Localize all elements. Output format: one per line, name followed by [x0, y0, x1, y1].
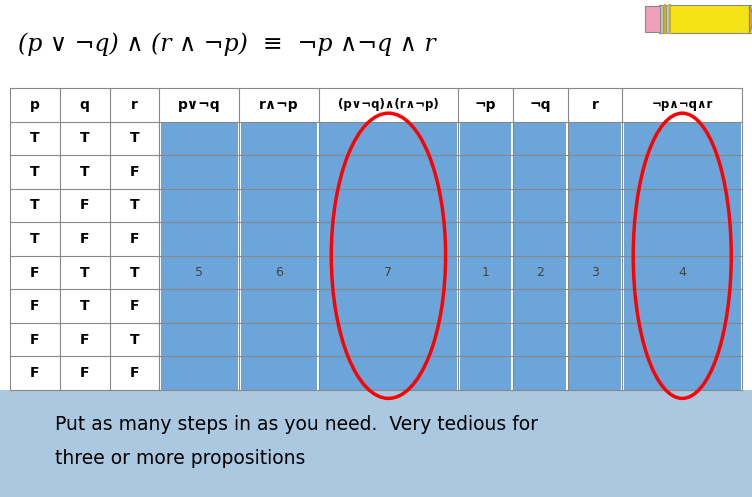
Bar	[459, 122, 511, 390]
Text: p: p	[30, 98, 40, 112]
Text: T: T	[30, 232, 40, 246]
Text: F: F	[130, 232, 139, 246]
Text: T: T	[30, 131, 40, 145]
Text: 4: 4	[678, 266, 686, 279]
Text: (p∨¬q)∧(r∧¬p): (p∨¬q)∧(r∧¬p)	[338, 98, 439, 111]
Text: F: F	[130, 299, 139, 313]
Bar	[660, 5, 670, 33]
Text: 2: 2	[536, 266, 544, 279]
Text: 6: 6	[275, 266, 283, 279]
Text: F: F	[30, 366, 40, 380]
Text: F: F	[80, 332, 89, 347]
Text: F: F	[130, 366, 139, 380]
Bar	[320, 122, 456, 390]
Text: T: T	[30, 198, 40, 212]
Text: Put as many steps in as you need.  Very tedious for: Put as many steps in as you need. Very t…	[55, 415, 538, 434]
Bar	[569, 122, 621, 390]
Text: F: F	[80, 198, 89, 212]
Text: T: T	[129, 332, 139, 347]
Text: T: T	[129, 198, 139, 212]
Bar	[161, 122, 238, 390]
Text: T: T	[129, 131, 139, 145]
Bar	[645, 6, 660, 32]
Text: F: F	[80, 232, 89, 246]
Text: T: T	[80, 165, 89, 179]
Bar	[624, 122, 741, 390]
Text: T: T	[80, 299, 89, 313]
Bar	[0, 390, 752, 497]
Text: ¬p∧¬q∧r: ¬p∧¬q∧r	[651, 98, 713, 111]
Text: r: r	[592, 98, 599, 112]
Text: three or more propositions: three or more propositions	[55, 448, 305, 468]
Bar	[659, 5, 752, 33]
Text: T: T	[129, 265, 139, 279]
Text: ¬p: ¬p	[475, 98, 496, 112]
Text: 1: 1	[481, 266, 490, 279]
Text: F: F	[130, 165, 139, 179]
Text: T: T	[80, 131, 89, 145]
Text: T: T	[30, 165, 40, 179]
Bar	[241, 122, 317, 390]
Text: T: T	[80, 265, 89, 279]
Text: r∧¬p: r∧¬p	[259, 98, 299, 112]
Text: F: F	[30, 299, 40, 313]
Text: p∨¬q: p∨¬q	[178, 98, 220, 112]
Text: F: F	[30, 332, 40, 347]
Text: 3: 3	[591, 266, 599, 279]
Text: q: q	[80, 98, 89, 112]
Bar	[514, 122, 566, 390]
Text: F: F	[30, 265, 40, 279]
Text: F: F	[80, 366, 89, 380]
Polygon shape	[750, 5, 752, 33]
Text: r: r	[131, 98, 138, 112]
Text: 7: 7	[384, 266, 393, 279]
Text: 5: 5	[196, 266, 203, 279]
Text: ¬q: ¬q	[529, 98, 551, 112]
Text: (p ∨ ¬q) ∧ (r ∧ ¬p)  ≡  ¬p ∧¬q ∧ r: (p ∨ ¬q) ∧ (r ∧ ¬p) ≡ ¬p ∧¬q ∧ r	[18, 32, 435, 56]
